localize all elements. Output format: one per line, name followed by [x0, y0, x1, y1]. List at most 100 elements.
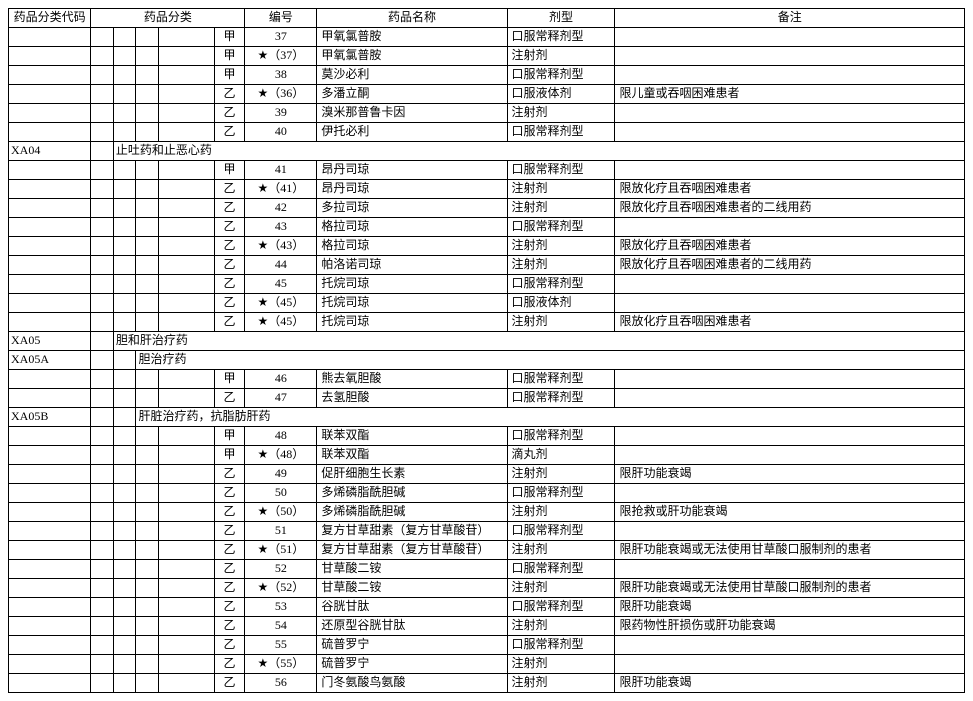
cell-remark — [615, 294, 965, 313]
cell-form: 口服常释剂型 — [507, 370, 615, 389]
cell-c1 — [91, 237, 114, 256]
cell-grade: 甲 — [214, 28, 245, 47]
cell-c1 — [91, 579, 114, 598]
cell-c3 — [136, 199, 159, 218]
cell-grade: 乙 — [214, 579, 245, 598]
cell-c2 — [113, 218, 136, 237]
cell-c4 — [159, 294, 215, 313]
cell-code: XA04 — [9, 142, 91, 161]
cell-form: 注射剂 — [507, 313, 615, 332]
cell-c3 — [136, 28, 159, 47]
cell-drugname: 还原型谷胱甘肽 — [317, 617, 507, 636]
cell-c4 — [159, 313, 215, 332]
cell-c3 — [136, 85, 159, 104]
cell-code — [9, 275, 91, 294]
cell-code — [9, 199, 91, 218]
cell-c4 — [159, 655, 215, 674]
cell-number: ★（51） — [245, 541, 317, 560]
cell-number: 51 — [245, 522, 317, 541]
table-row: 乙★（51）复方甘草甜素（复方甘草酸苷）注射剂限肝功能衰竭或无法使用甘草酸口服制… — [9, 541, 965, 560]
cell-c4 — [159, 237, 215, 256]
cell-remark — [615, 275, 965, 294]
cell-remark: 限肝功能衰竭或无法使用甘草酸口服制剂的患者 — [615, 579, 965, 598]
cell-form: 注射剂 — [507, 199, 615, 218]
cell-cat1 — [91, 332, 114, 351]
cell-grade: 乙 — [214, 256, 245, 275]
cell-remark — [615, 427, 965, 446]
table-row: 乙50多烯磷脂酰胆碱口服常释剂型 — [9, 484, 965, 503]
cell-c2 — [113, 598, 136, 617]
cell-code: XA05B — [9, 408, 91, 427]
cell-code — [9, 674, 91, 693]
cell-c2 — [113, 389, 136, 408]
cell-number: ★（52） — [245, 579, 317, 598]
cell-form: 注射剂 — [507, 655, 615, 674]
cell-remark: 限肝功能衰竭 — [615, 674, 965, 693]
cell-code — [9, 503, 91, 522]
cell-grade: 甲 — [214, 370, 245, 389]
cell-number: ★（50） — [245, 503, 317, 522]
table-row: XA05A胆治疗药 — [9, 351, 965, 370]
cell-drugname: 溴米那普鲁卡因 — [317, 104, 507, 123]
table-row: 乙★（45）托烷司琼口服液体剂 — [9, 294, 965, 313]
cell-c1 — [91, 560, 114, 579]
cell-number: 52 — [245, 560, 317, 579]
cell-c3 — [136, 446, 159, 465]
cell-c1 — [91, 294, 114, 313]
cell-c2 — [113, 579, 136, 598]
cell-drugname: 谷胱甘肽 — [317, 598, 507, 617]
cell-drugname: 昂丹司琼 — [317, 161, 507, 180]
cell-c1 — [91, 370, 114, 389]
cell-drugname: 熊去氧胆酸 — [317, 370, 507, 389]
cell-number: ★（43） — [245, 237, 317, 256]
cell-grade: 甲 — [214, 47, 245, 66]
cell-form: 注射剂 — [507, 104, 615, 123]
cell-form: 注射剂 — [507, 256, 615, 275]
table-row: 甲41昂丹司琼口服常释剂型 — [9, 161, 965, 180]
cell-number: ★（45） — [245, 313, 317, 332]
table-body: 甲37甲氧氯普胺口服常释剂型甲★（37）甲氧氯普胺注射剂甲38莫沙必利口服常释剂… — [9, 28, 965, 693]
cell-drugname: 硫普罗宁 — [317, 655, 507, 674]
cell-c3 — [136, 294, 159, 313]
cell-number: 45 — [245, 275, 317, 294]
cell-drugname: 托烷司琼 — [317, 313, 507, 332]
cell-code — [9, 465, 91, 484]
table-row: 乙56门冬氨酸鸟氨酸注射剂限肝功能衰竭 — [9, 674, 965, 693]
cell-c3 — [136, 389, 159, 408]
cell-form: 口服常释剂型 — [507, 275, 615, 294]
cell-c2 — [113, 636, 136, 655]
cell-form: 滴丸剂 — [507, 446, 615, 465]
cell-number: ★（45） — [245, 294, 317, 313]
cell-c2 — [113, 465, 136, 484]
cell-cat1 — [91, 142, 114, 161]
cell-c1 — [91, 484, 114, 503]
cell-code — [9, 598, 91, 617]
table-row: 甲★（48）联苯双酯滴丸剂 — [9, 446, 965, 465]
cell-grade: 乙 — [214, 636, 245, 655]
cell-c1 — [91, 617, 114, 636]
cell-c1 — [91, 218, 114, 237]
cell-c4 — [159, 484, 215, 503]
cell-code — [9, 446, 91, 465]
cell-code — [9, 484, 91, 503]
cell-drugname: 托烷司琼 — [317, 294, 507, 313]
cell-code — [9, 294, 91, 313]
cell-code — [9, 104, 91, 123]
cell-c1 — [91, 104, 114, 123]
cell-c3 — [136, 503, 159, 522]
cell-c1 — [91, 28, 114, 47]
cell-grade: 乙 — [214, 484, 245, 503]
cell-form: 口服常释剂型 — [507, 389, 615, 408]
cell-c4 — [159, 275, 215, 294]
cell-c4 — [159, 541, 215, 560]
cell-form: 口服常释剂型 — [507, 123, 615, 142]
cell-form: 注射剂 — [507, 503, 615, 522]
cell-c1 — [91, 655, 114, 674]
cell-grade: 乙 — [214, 541, 245, 560]
cell-drugname: 甘草酸二铵 — [317, 579, 507, 598]
cell-c3 — [136, 104, 159, 123]
header-form: 剂型 — [507, 9, 615, 28]
cell-grade: 乙 — [214, 503, 245, 522]
cell-c2 — [113, 617, 136, 636]
cell-drugname: 促肝细胞生长素 — [317, 465, 507, 484]
